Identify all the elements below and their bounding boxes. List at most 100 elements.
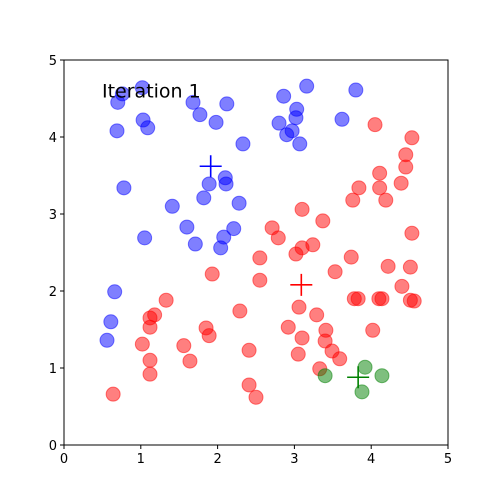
point bbox=[374, 291, 390, 307]
x-tick-label: 1 bbox=[137, 452, 145, 467]
point bbox=[142, 352, 158, 368]
point bbox=[292, 136, 308, 152]
point bbox=[187, 236, 203, 252]
point bbox=[343, 249, 359, 265]
point bbox=[288, 110, 304, 126]
point bbox=[201, 176, 217, 192]
axes-frame bbox=[63, 59, 449, 446]
point bbox=[231, 195, 247, 211]
point bbox=[219, 96, 235, 112]
point bbox=[176, 338, 192, 354]
point bbox=[142, 319, 158, 335]
y-tick-label: 2 bbox=[49, 285, 57, 300]
point bbox=[164, 198, 180, 214]
point bbox=[350, 291, 366, 307]
point bbox=[404, 225, 420, 241]
point bbox=[315, 213, 331, 229]
point bbox=[345, 192, 361, 208]
point bbox=[294, 201, 310, 217]
point bbox=[299, 78, 315, 94]
point bbox=[374, 368, 390, 384]
point bbox=[357, 359, 373, 375]
point bbox=[280, 319, 296, 335]
point bbox=[241, 377, 257, 393]
point bbox=[182, 353, 198, 369]
point bbox=[354, 384, 370, 400]
point bbox=[241, 342, 257, 358]
centroid bbox=[290, 273, 313, 296]
point bbox=[105, 386, 121, 402]
point bbox=[372, 165, 388, 181]
point bbox=[393, 175, 409, 191]
point bbox=[137, 230, 153, 246]
point bbox=[332, 351, 348, 367]
point bbox=[103, 314, 119, 330]
point bbox=[116, 180, 132, 196]
point bbox=[402, 259, 418, 275]
point bbox=[110, 94, 126, 110]
point bbox=[140, 120, 156, 136]
point bbox=[226, 221, 242, 237]
point bbox=[109, 123, 125, 139]
point bbox=[309, 307, 325, 323]
point bbox=[252, 250, 268, 266]
point bbox=[351, 180, 367, 196]
point bbox=[404, 130, 420, 146]
point bbox=[290, 346, 306, 362]
point bbox=[334, 111, 350, 127]
point bbox=[107, 284, 123, 300]
point bbox=[398, 159, 414, 175]
point bbox=[348, 82, 364, 98]
point bbox=[394, 278, 410, 294]
point bbox=[179, 219, 195, 235]
point bbox=[294, 330, 310, 346]
point bbox=[158, 292, 174, 308]
point bbox=[134, 80, 150, 96]
point bbox=[271, 115, 287, 131]
point bbox=[235, 136, 251, 152]
point bbox=[218, 176, 234, 192]
point bbox=[327, 264, 343, 280]
x-tick-label: 2 bbox=[213, 452, 221, 467]
point bbox=[380, 258, 396, 274]
x-tick-label: 3 bbox=[290, 452, 298, 467]
point bbox=[317, 368, 333, 384]
point bbox=[372, 180, 388, 196]
point bbox=[213, 240, 229, 256]
point bbox=[291, 299, 307, 315]
point bbox=[99, 332, 115, 348]
centroid bbox=[347, 366, 370, 389]
point bbox=[196, 190, 212, 206]
point bbox=[365, 322, 381, 338]
point bbox=[248, 389, 264, 405]
point bbox=[232, 303, 248, 319]
y-tick-label: 5 bbox=[49, 54, 57, 69]
plot-area bbox=[99, 78, 422, 405]
x-tick-label: 4 bbox=[367, 452, 375, 467]
point bbox=[252, 272, 268, 288]
point bbox=[279, 127, 295, 143]
point bbox=[204, 266, 220, 282]
point bbox=[185, 94, 201, 110]
point bbox=[142, 366, 158, 382]
point bbox=[201, 328, 217, 344]
point bbox=[192, 107, 208, 123]
y-tick-label: 3 bbox=[49, 208, 57, 223]
point bbox=[367, 117, 383, 133]
point bbox=[208, 114, 224, 130]
point bbox=[288, 246, 304, 262]
y-tick-label: 1 bbox=[49, 362, 57, 377]
point bbox=[134, 336, 150, 352]
x-tick-label: 0 bbox=[60, 452, 68, 467]
y-tick-label: 0 bbox=[49, 439, 57, 454]
point bbox=[378, 192, 394, 208]
x-tick-label: 5 bbox=[444, 452, 452, 467]
y-tick-label: 4 bbox=[49, 131, 57, 146]
point bbox=[270, 230, 286, 246]
point bbox=[406, 293, 422, 309]
centroid bbox=[199, 155, 222, 178]
annotation: Iteration 1 bbox=[102, 81, 201, 103]
point bbox=[276, 88, 292, 104]
